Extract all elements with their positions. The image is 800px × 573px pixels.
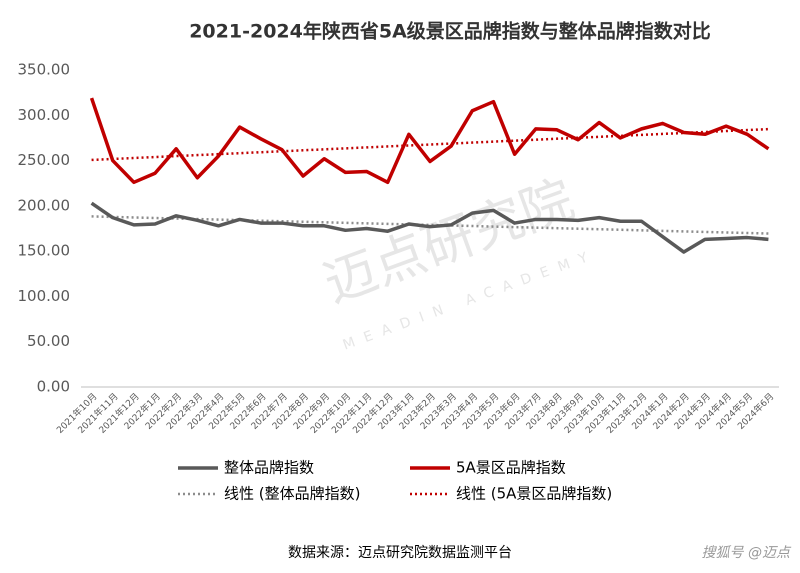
y-tick-label: 200.00 — [18, 196, 71, 214]
watermark: 迈点研究院 — [317, 170, 582, 315]
trendline — [91, 127, 769, 162]
legend-label: 线性 (整体品牌指数) — [224, 485, 360, 503]
y-tick-label: 100.00 — [18, 287, 71, 305]
series-line — [89, 97, 770, 185]
y-tick-label: 0.00 — [37, 378, 70, 396]
legend-label: 5A景区品牌指数 — [456, 459, 566, 477]
source: 数据来源：迈点研究院数据监测平台 — [288, 545, 512, 561]
legend-label: 线性 (5A景区品牌指数) — [456, 485, 612, 503]
legend-label: 整体品牌指数 — [224, 459, 314, 477]
y-tick-label: 300.00 — [18, 106, 71, 124]
credit: 搜狐号 @迈点 — [702, 545, 792, 561]
y-tick-label: 250.00 — [18, 151, 71, 169]
y-tick-label: 350.00 — [18, 61, 71, 79]
y-tick-label: 150.00 — [18, 242, 71, 260]
y-tick-label: 50.00 — [27, 332, 70, 350]
chart-title: 2021-2024年陕西省5A级景区品牌指数与整体品牌指数对比 — [189, 20, 711, 43]
series-line — [90, 201, 769, 254]
